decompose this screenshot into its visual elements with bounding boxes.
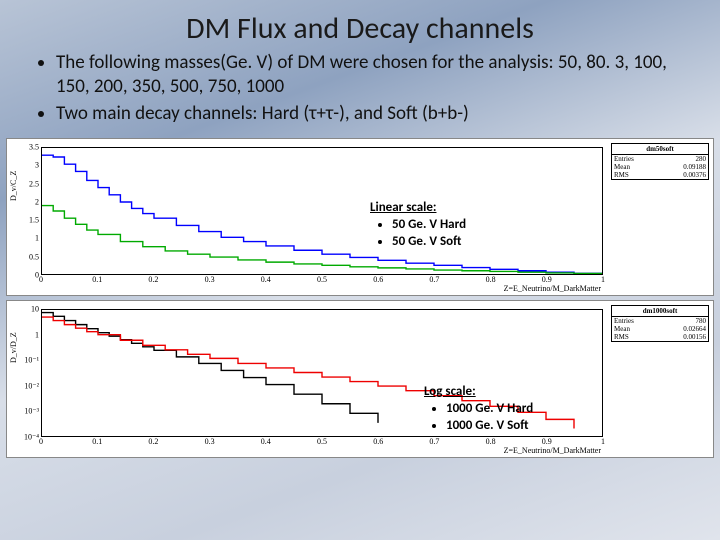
bullet-item: The following masses(Ge. V) of DM were c… bbox=[56, 51, 690, 100]
statbox-title: dm1000soft bbox=[612, 306, 708, 317]
plot-linear: D_v/C_Z 00.511.522.533.5 00.10.20.30.40.… bbox=[6, 138, 714, 296]
plot1-xlabel: Z=E_Neutrino/M_DarkMatter bbox=[504, 284, 601, 293]
legend-linear: Linear scale: 50 Ge. V Hard50 Ge. V Soft bbox=[370, 200, 570, 251]
legend-title: Log scale: bbox=[424, 384, 624, 401]
statbox-row: Entries280 bbox=[612, 155, 708, 163]
statbox-row: Mean0.09188 bbox=[612, 163, 708, 171]
legend-item: 1000 Ge. V Soft bbox=[446, 418, 624, 435]
legend-log: Log scale: 1000 Ge. V Hard1000 Ge. V Sof… bbox=[424, 384, 624, 435]
legend-item: 1000 Ge. V Hard bbox=[446, 401, 624, 418]
plot2-yticks: 10110⁻¹10⁻²10⁻³10⁻⁴ bbox=[21, 309, 39, 437]
plot2-xlabel: Z=E_Neutrino/M_DarkMatter bbox=[504, 446, 601, 455]
plot2-statbox: dm1000soft Entries780 Mean0.02664 RMS0.0… bbox=[611, 305, 709, 342]
legend-item: 50 Ge. V Hard bbox=[392, 217, 570, 234]
statbox-title: dm50soft bbox=[612, 144, 708, 155]
statbox-row: RMS0.00156 bbox=[612, 333, 708, 341]
bullet-item: Two main decay channels: Hard (τ+τ-), an… bbox=[56, 102, 690, 126]
plot1-yticks: 00.511.522.533.5 bbox=[21, 147, 39, 275]
legend-items: 1000 Ge. V Hard1000 Ge. V Soft bbox=[446, 401, 624, 435]
statbox-row: Entries780 bbox=[612, 317, 708, 325]
plot2-ylabel: D_v/D_Z bbox=[9, 333, 18, 364]
legend-item: 50 Ge. V Soft bbox=[392, 234, 570, 251]
bullet-list: The following masses(Ge. V) of DM were c… bbox=[0, 47, 720, 136]
plot1-statbox: dm50soft Entries280 Mean0.09188 RMS0.003… bbox=[611, 143, 709, 180]
statbox-row: Mean0.02664 bbox=[612, 325, 708, 333]
statbox-row: RMS0.00376 bbox=[612, 171, 708, 179]
legend-items: 50 Ge. V Hard50 Ge. V Soft bbox=[392, 217, 570, 251]
plot1-ylabel: D_v/C_Z bbox=[9, 171, 18, 201]
legend-title: Linear scale: bbox=[370, 200, 570, 217]
page-title: DM Flux and Decay channels bbox=[0, 0, 720, 47]
